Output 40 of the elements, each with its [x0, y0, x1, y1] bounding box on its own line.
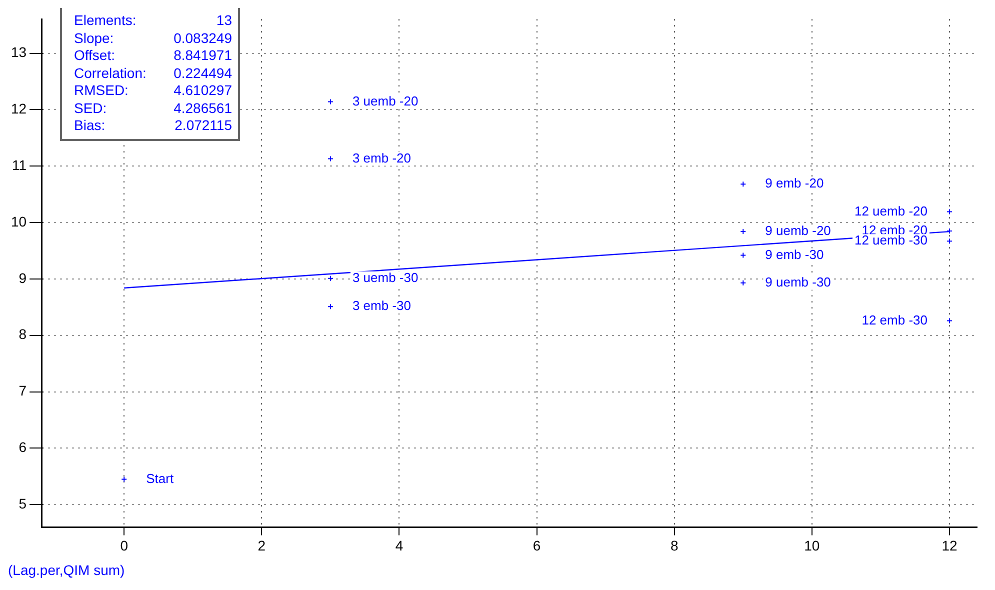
point [740, 181, 746, 188]
point [327, 98, 334, 105]
statistics-box: Elements: 13 Slope: 0.083249 Offset: 8.841971 Correlation: 0.224494 RMSED: 4.610297 SED: 4.286561 Bias: 2.072115 [60, 8, 240, 140]
annotation: Start [146, 470, 174, 486]
annotation: 12 emb -30 [862, 312, 928, 328]
annotation: 12 uemb -20 [854, 203, 928, 218]
x-tick-label: 4 [395, 537, 404, 554]
x-tick-label: 0 [120, 537, 128, 554]
x-tick-label: 12 [942, 537, 958, 554]
y-tick-label: 8 [18, 326, 27, 342]
x-tick-label: 10 [804, 537, 820, 554]
point [740, 252, 746, 258]
y-tick-label: 9 [18, 270, 27, 286]
annotation: 9 emb -20 [765, 176, 824, 191]
point [327, 156, 334, 162]
annotation: 3 emb -20 [352, 150, 411, 166]
annotation: 3 emb -30 [352, 298, 411, 314]
y-tick-label: 12 [10, 100, 27, 117]
y-tick-label: 7 [18, 382, 27, 399]
y-tick-label: 10 [10, 213, 27, 230]
annotation: 3 uemb -30 [352, 270, 418, 285]
x-tick-label: 6 [532, 537, 541, 554]
point [740, 280, 746, 286]
annotation: 3 uemb -20 [352, 93, 418, 108]
x-tick-label: 8 [670, 537, 678, 554]
y-tick-label: 5 [18, 495, 27, 512]
x-axis-title: (Lag.per,QIM sum) [8, 562, 126, 578]
point [946, 208, 952, 215]
y-tick-label: 13 [10, 44, 27, 60]
x-tick-label: 2 [258, 537, 266, 554]
annotation: 9 uemb -30 [765, 274, 831, 290]
point [327, 275, 334, 282]
point [121, 476, 128, 482]
y-tick-label: 6 [18, 439, 27, 456]
point [946, 238, 952, 244]
point [946, 318, 952, 324]
annotation: 9 emb -30 [765, 246, 824, 262]
point [327, 304, 334, 310]
annotation: 9 uemb -20 [765, 223, 831, 238]
y-tick-label: 11 [12, 156, 27, 173]
